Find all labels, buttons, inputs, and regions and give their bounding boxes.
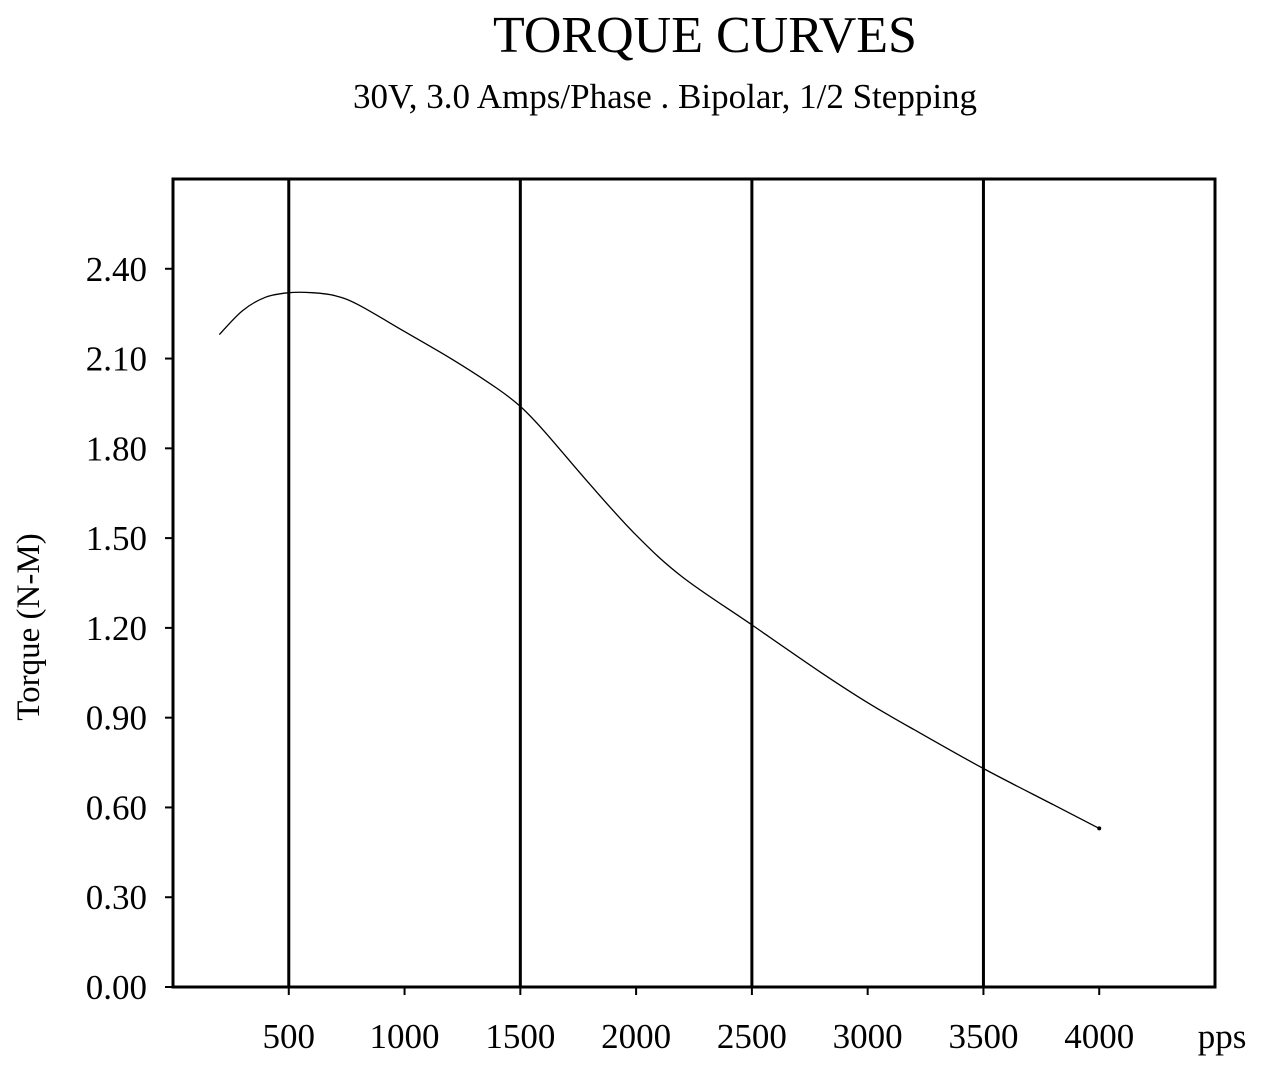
x-tick-label: 2500 <box>717 1017 787 1056</box>
y-tick-label: 0.60 <box>86 788 147 827</box>
series-end-point <box>1097 826 1102 831</box>
chart-title: TORQUE CURVES <box>493 7 917 64</box>
plot-frame <box>171 177 1217 989</box>
y-tick-label: 2.40 <box>86 250 147 289</box>
x-tick-label: 2000 <box>601 1017 671 1056</box>
y-axis-label: Torque (N-M) <box>11 533 47 720</box>
x-tick-label: 500 <box>263 1017 316 1056</box>
chart-subtitle: 30V, 3.0 Amps/Phase . Bipolar, 1/2 Stepp… <box>353 77 977 116</box>
x-tick-label: 3500 <box>948 1017 1018 1056</box>
y-tick-label: 1.80 <box>86 429 147 468</box>
y-tick-label: 1.20 <box>86 609 147 648</box>
y-tick-label: 0.00 <box>86 968 147 1007</box>
x-tick-label: 3000 <box>833 1017 903 1056</box>
y-tick-label: 0.30 <box>86 878 147 917</box>
y-tick-label: 1.50 <box>86 519 147 558</box>
y-tick-label: 0.90 <box>86 699 147 738</box>
y-tick-label: 2.10 <box>86 340 147 379</box>
x-tick-label: 1000 <box>370 1017 440 1056</box>
x-tick-label: 1500 <box>485 1017 555 1056</box>
series-line-0 <box>218 291 1100 829</box>
x-axis-unit: pps <box>1198 1017 1247 1056</box>
x-tick-label: 4000 <box>1064 1017 1134 1056</box>
